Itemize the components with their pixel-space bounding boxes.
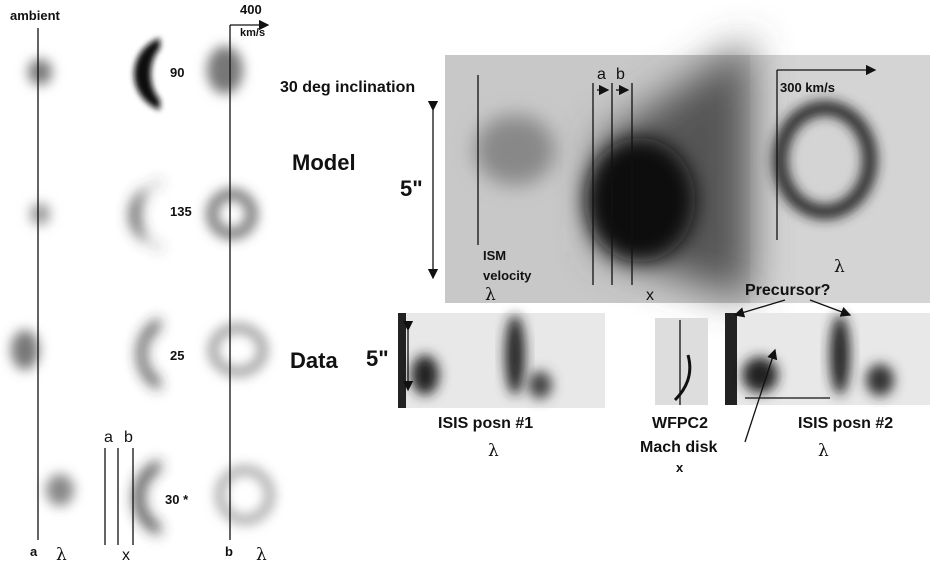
ambient-blobs [11,59,74,506]
row-label: Model [292,150,356,175]
label: a [597,66,606,83]
title: 30 deg inclination [280,79,415,96]
angle-labels: 90 135 25 30 * [165,65,192,507]
label: λ [488,441,499,461]
label: ISM [483,248,506,263]
label: λ [818,441,829,461]
wfpc2-image [655,318,708,405]
label: km/s [240,27,265,39]
label: b [225,544,233,559]
label: Precursor? [745,282,830,299]
label: ISIS posn #1 [438,415,533,432]
row-label: Data [290,348,338,373]
label: velocity [483,268,532,283]
bow-shapes [130,38,160,535]
label: ISIS posn #2 [798,415,893,432]
isis2-image [725,313,930,405]
isis1-image [398,313,605,408]
label: λ [485,285,496,305]
label: 400 [240,2,262,17]
label: x [646,287,654,304]
label: b [616,66,625,83]
size: 5" [400,176,423,201]
label: λ [56,545,67,565]
label: ambient [10,8,61,23]
size: 5" [366,346,389,371]
angle: 30 * [165,492,189,507]
scale: 300 km/s [780,80,835,95]
label: λ [256,545,267,565]
label: λ [834,257,845,277]
angle: 25 [170,348,184,363]
arrow [733,299,786,318]
label: WFPC2 [652,415,708,432]
arrow [744,348,778,443]
angle: 90 [170,65,184,80]
arrow [809,299,852,317]
label: a [104,429,113,446]
label: b [124,429,133,446]
label: x [676,460,684,475]
label: x [122,547,130,564]
velocity-blobs [207,46,274,524]
angle: 135 [170,204,192,219]
label: Mach disk [640,439,717,456]
label: a [30,544,38,559]
